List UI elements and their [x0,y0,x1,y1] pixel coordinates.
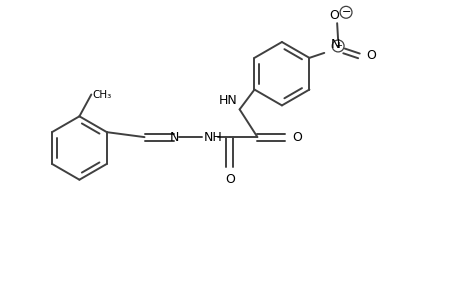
Text: N: N [169,130,179,144]
Text: N: N [330,38,340,51]
Text: HN: HN [218,94,237,107]
Text: O: O [224,173,234,186]
Text: NH: NH [203,130,222,144]
Text: O: O [291,130,302,144]
Text: O: O [365,50,375,62]
Text: +: + [334,41,341,50]
Text: CH₃: CH₃ [92,89,111,100]
Text: −: − [341,7,350,17]
Text: O: O [329,9,338,22]
